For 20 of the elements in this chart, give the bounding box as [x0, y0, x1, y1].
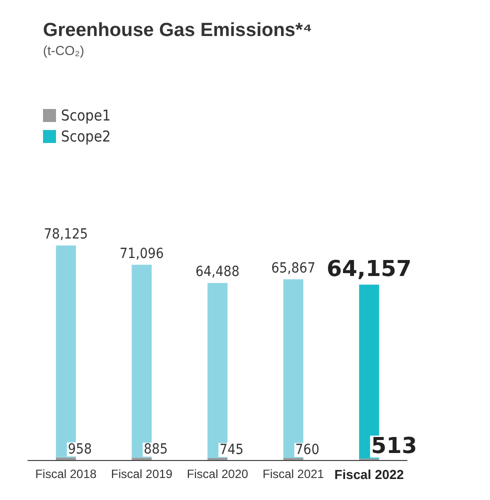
data-label: 885 [144, 442, 168, 458]
data-label: 78,125 [44, 226, 88, 242]
data-label: 513 [371, 434, 418, 460]
x-tick-label: Fiscal 2018 [35, 467, 97, 481]
x-tick-label: Fiscal 2019 [111, 467, 173, 481]
x-tick-label: Fiscal 2020 [186, 467, 249, 481]
chart-title: Greenhouse Gas Emissions*⁴ [43, 20, 312, 41]
data-label: 71,096 [120, 246, 164, 262]
data-label: 760 [295, 442, 320, 458]
data-label: 64,488 [195, 264, 240, 280]
x-tick-label: Fiscal 2022 [334, 467, 404, 482]
bar [56, 457, 76, 460]
x-tick-label: Fiscal 2021 [262, 467, 324, 481]
chart-subtitle: (t-CO₂) [43, 43, 84, 58]
legend-label: Scope1 [61, 106, 111, 124]
data-label: 65,867 [271, 260, 316, 276]
data-label: 745 [220, 442, 244, 458]
data-label: 958 [68, 441, 92, 458]
data-label: 64,157 [326, 257, 412, 282]
legend-label: Scope2 [61, 128, 111, 146]
